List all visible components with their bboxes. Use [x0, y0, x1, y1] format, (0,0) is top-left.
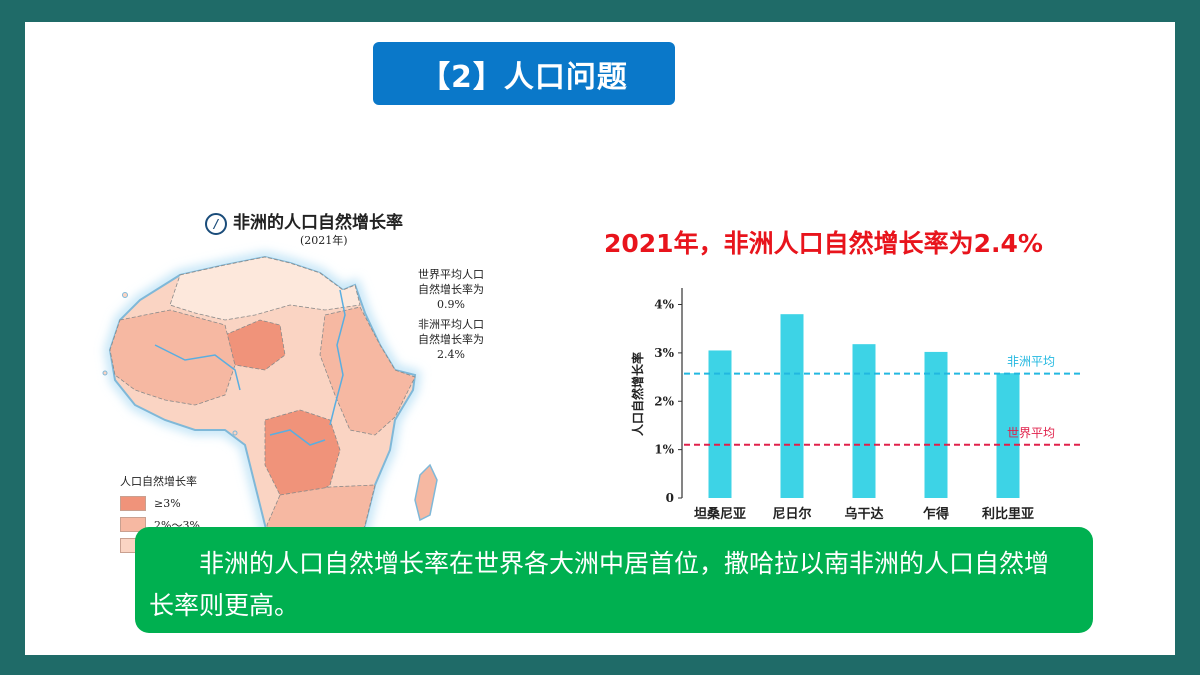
y-tick-label: 4%	[654, 298, 674, 312]
x-tick-label: 坦桑尼亚	[694, 506, 746, 522]
info-icon: /	[205, 213, 227, 235]
africa-map	[102, 251, 438, 565]
summary-text: 非洲的人口自然增长率在世界各大洲中居首位，撒哈拉以南非洲的人口自然增长率则更高。	[149, 549, 1050, 620]
map-year: (2021年)	[300, 234, 348, 247]
y-tick-label: 0	[666, 491, 674, 505]
legend-swatch-mid	[120, 517, 146, 532]
island	[102, 370, 108, 376]
river-nile	[329, 289, 346, 426]
region-east-mid	[319, 306, 416, 436]
slide-title: 【2】人口问题	[373, 42, 675, 105]
madagascar	[414, 463, 438, 522]
island	[122, 292, 128, 298]
bar	[852, 344, 876, 498]
reference-line-label: 世界平均	[1007, 426, 1055, 440]
region-north-lowest	[169, 256, 361, 321]
y-tick-label: 2%	[654, 394, 674, 408]
legend-title: 人口自然增长率	[120, 475, 197, 488]
region-central-high	[264, 409, 341, 501]
x-tick-label: 利比里亚	[982, 506, 1034, 522]
bar	[924, 351, 948, 498]
x-tick-label: 乌干达	[844, 506, 883, 522]
river-congo	[269, 429, 326, 446]
summary-box: 非洲的人口自然增长率在世界各大洲中居首位，撒哈拉以南非洲的人口自然增长率则更高。	[135, 527, 1093, 633]
river-niger	[154, 344, 241, 391]
y-tick-label: 1%	[654, 443, 674, 457]
reference-line-label: 非洲平均	[1007, 355, 1055, 369]
legend-item: ≥3%	[120, 493, 200, 514]
bar	[708, 350, 732, 498]
chart-headline: 2021年，非洲人口自然增长率为2.4%	[604, 229, 1043, 258]
legend-swatch-high	[120, 496, 146, 511]
y-axis-label: 人口自然增长率	[630, 352, 645, 436]
x-tick-label: 乍得	[923, 506, 949, 522]
world-average-note: 世界平均人口 自然增长率为 0.9%	[418, 268, 484, 311]
region-west-mid	[109, 309, 236, 406]
bar	[780, 314, 804, 498]
africa-average-note: 非洲平均人口 自然增长率为 2.4%	[418, 318, 484, 361]
island	[232, 430, 238, 436]
bar	[996, 373, 1020, 498]
map-title: / 非洲的人口自然增长率	[205, 208, 403, 235]
y-tick-label: 3%	[654, 346, 674, 360]
x-tick-label: 尼日尔	[772, 506, 811, 522]
